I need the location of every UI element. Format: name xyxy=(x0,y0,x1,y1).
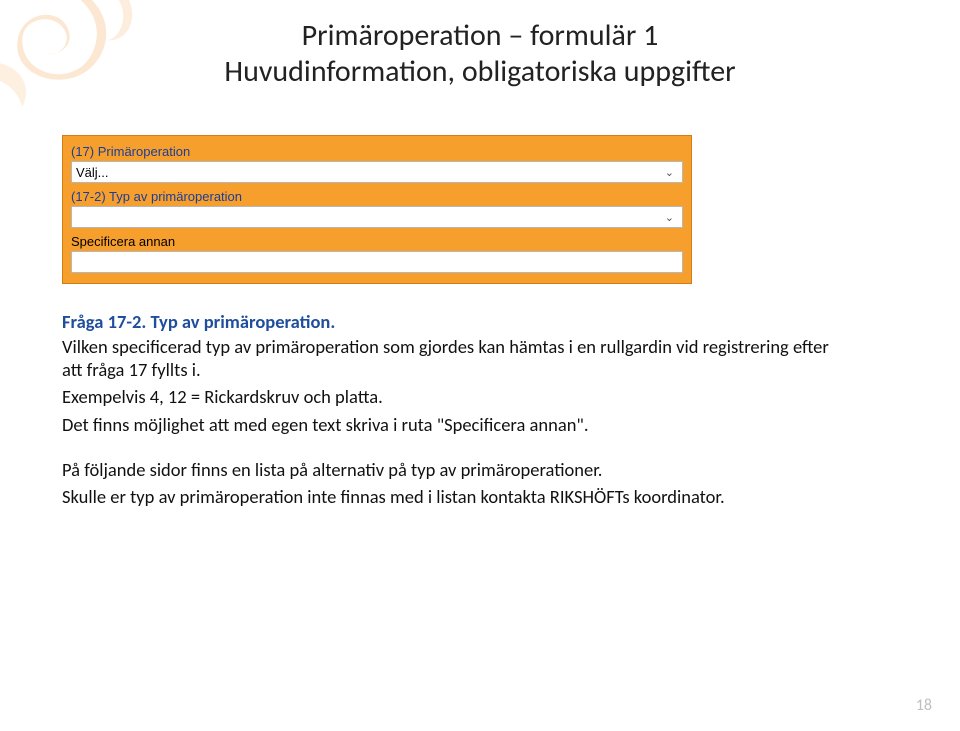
q17-2-label: (17-2) Typ av primäroperation xyxy=(71,189,683,204)
chevron-down-icon: ⌄ xyxy=(665,211,678,224)
spec-label: Specificera annan xyxy=(71,234,683,249)
body-text: Fråga 17-2. Typ av primäroperation. Vilk… xyxy=(62,310,842,512)
spec-input[interactable] xyxy=(71,251,683,273)
body-lead: Fråga 17-2. Typ av primäroperation. xyxy=(62,310,842,333)
body-p2a: På följande sidor finns en lista på alte… xyxy=(62,458,842,481)
title-line-2: Huvudinformation, obligatoriska uppgifte… xyxy=(0,54,960,90)
chevron-down-icon: ⌄ xyxy=(665,166,678,179)
q17-select[interactable]: Välj... ⌄ xyxy=(71,161,683,183)
body-p1a: Vilken specificerad typ av primäroperati… xyxy=(62,335,842,381)
title-block: Primäroperation – formulär 1 Huvudinform… xyxy=(0,0,960,90)
q17-label: (17) Primäroperation xyxy=(71,144,683,159)
form-panel: (17) Primäroperation Välj... ⌄ (17-2) Ty… xyxy=(62,135,692,284)
title-line-1: Primäroperation – formulär 1 xyxy=(0,18,960,54)
q17-select-value: Välj... xyxy=(76,165,109,180)
body-p2b: Skulle er typ av primäroperation inte fi… xyxy=(62,485,842,508)
page-number: 18 xyxy=(916,696,932,715)
body-p1c: Det finns möjlighet att med egen text sk… xyxy=(62,413,842,436)
q17-2-select[interactable]: ⌄ xyxy=(71,206,683,228)
body-p1b: Exempelvis 4, 12 = Rickardskruv och plat… xyxy=(62,385,842,408)
